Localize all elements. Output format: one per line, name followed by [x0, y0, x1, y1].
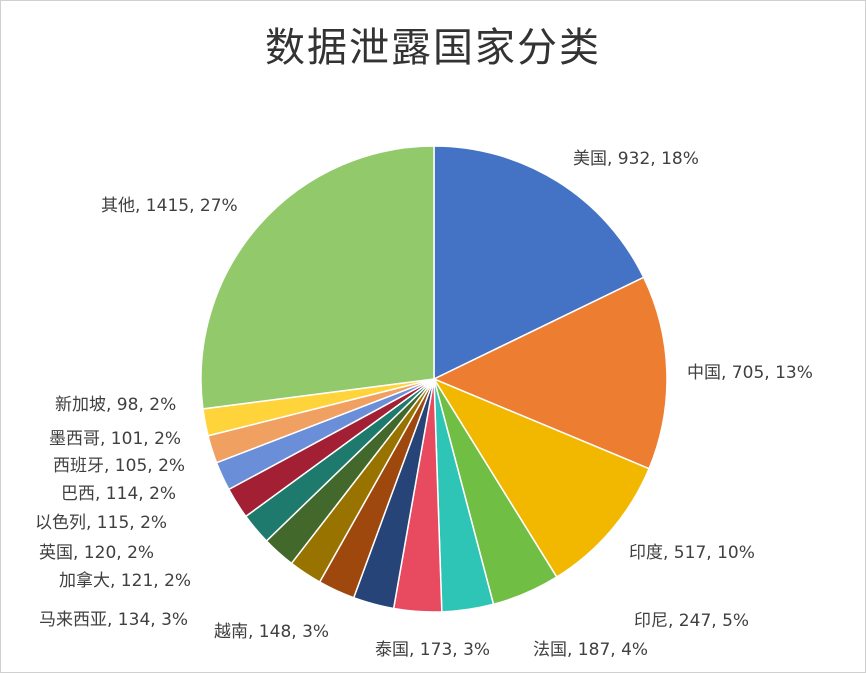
pie-labels: 美国, 932, 18% 中国, 705, 13% 印度, 517, 10% 印尼, … — [35, 149, 813, 660]
pie-label-9: 加拿大, 121, 2% — [59, 570, 191, 591]
pie-label-16: 其他, 1415, 27% — [101, 196, 238, 216]
pie-slice-1 — [433, 145, 645, 381]
pie-label-2: 中国, 705, 13% — [687, 363, 813, 383]
pie-label-6: 泰国, 173, 3% — [375, 640, 490, 660]
pie-label-15: 新加坡, 98, 2% — [55, 395, 176, 415]
pie-label-1: 美国, 932, 18% — [573, 149, 699, 169]
pie-slice-16 — [200, 145, 435, 410]
pie-label-5: 法国, 187, 4% — [533, 640, 648, 660]
pie-label-10: 英国, 120, 2% — [39, 543, 154, 563]
pie-label-3: 印度, 517, 10% — [629, 543, 755, 563]
pie-label-7: 越南, 148, 3% — [214, 622, 329, 642]
pie-label-11: 以色列, 115, 2% — [35, 513, 167, 533]
pie-label-12: 巴西, 114, 2% — [61, 484, 176, 504]
pie-label-8: 马来西亚, 134, 3% — [39, 610, 188, 630]
pie-label-13: 西班牙, 105, 2% — [53, 456, 185, 476]
pie-label-4: 印尼, 247, 5% — [634, 611, 749, 631]
pie-slice-2 — [432, 276, 668, 470]
pie-label-14: 墨西哥, 101, 2% — [49, 429, 181, 449]
pie-slice-3 — [432, 377, 651, 579]
pie-slices — [200, 145, 668, 613]
chart-title: 数据泄露国家分类 — [265, 25, 601, 71]
